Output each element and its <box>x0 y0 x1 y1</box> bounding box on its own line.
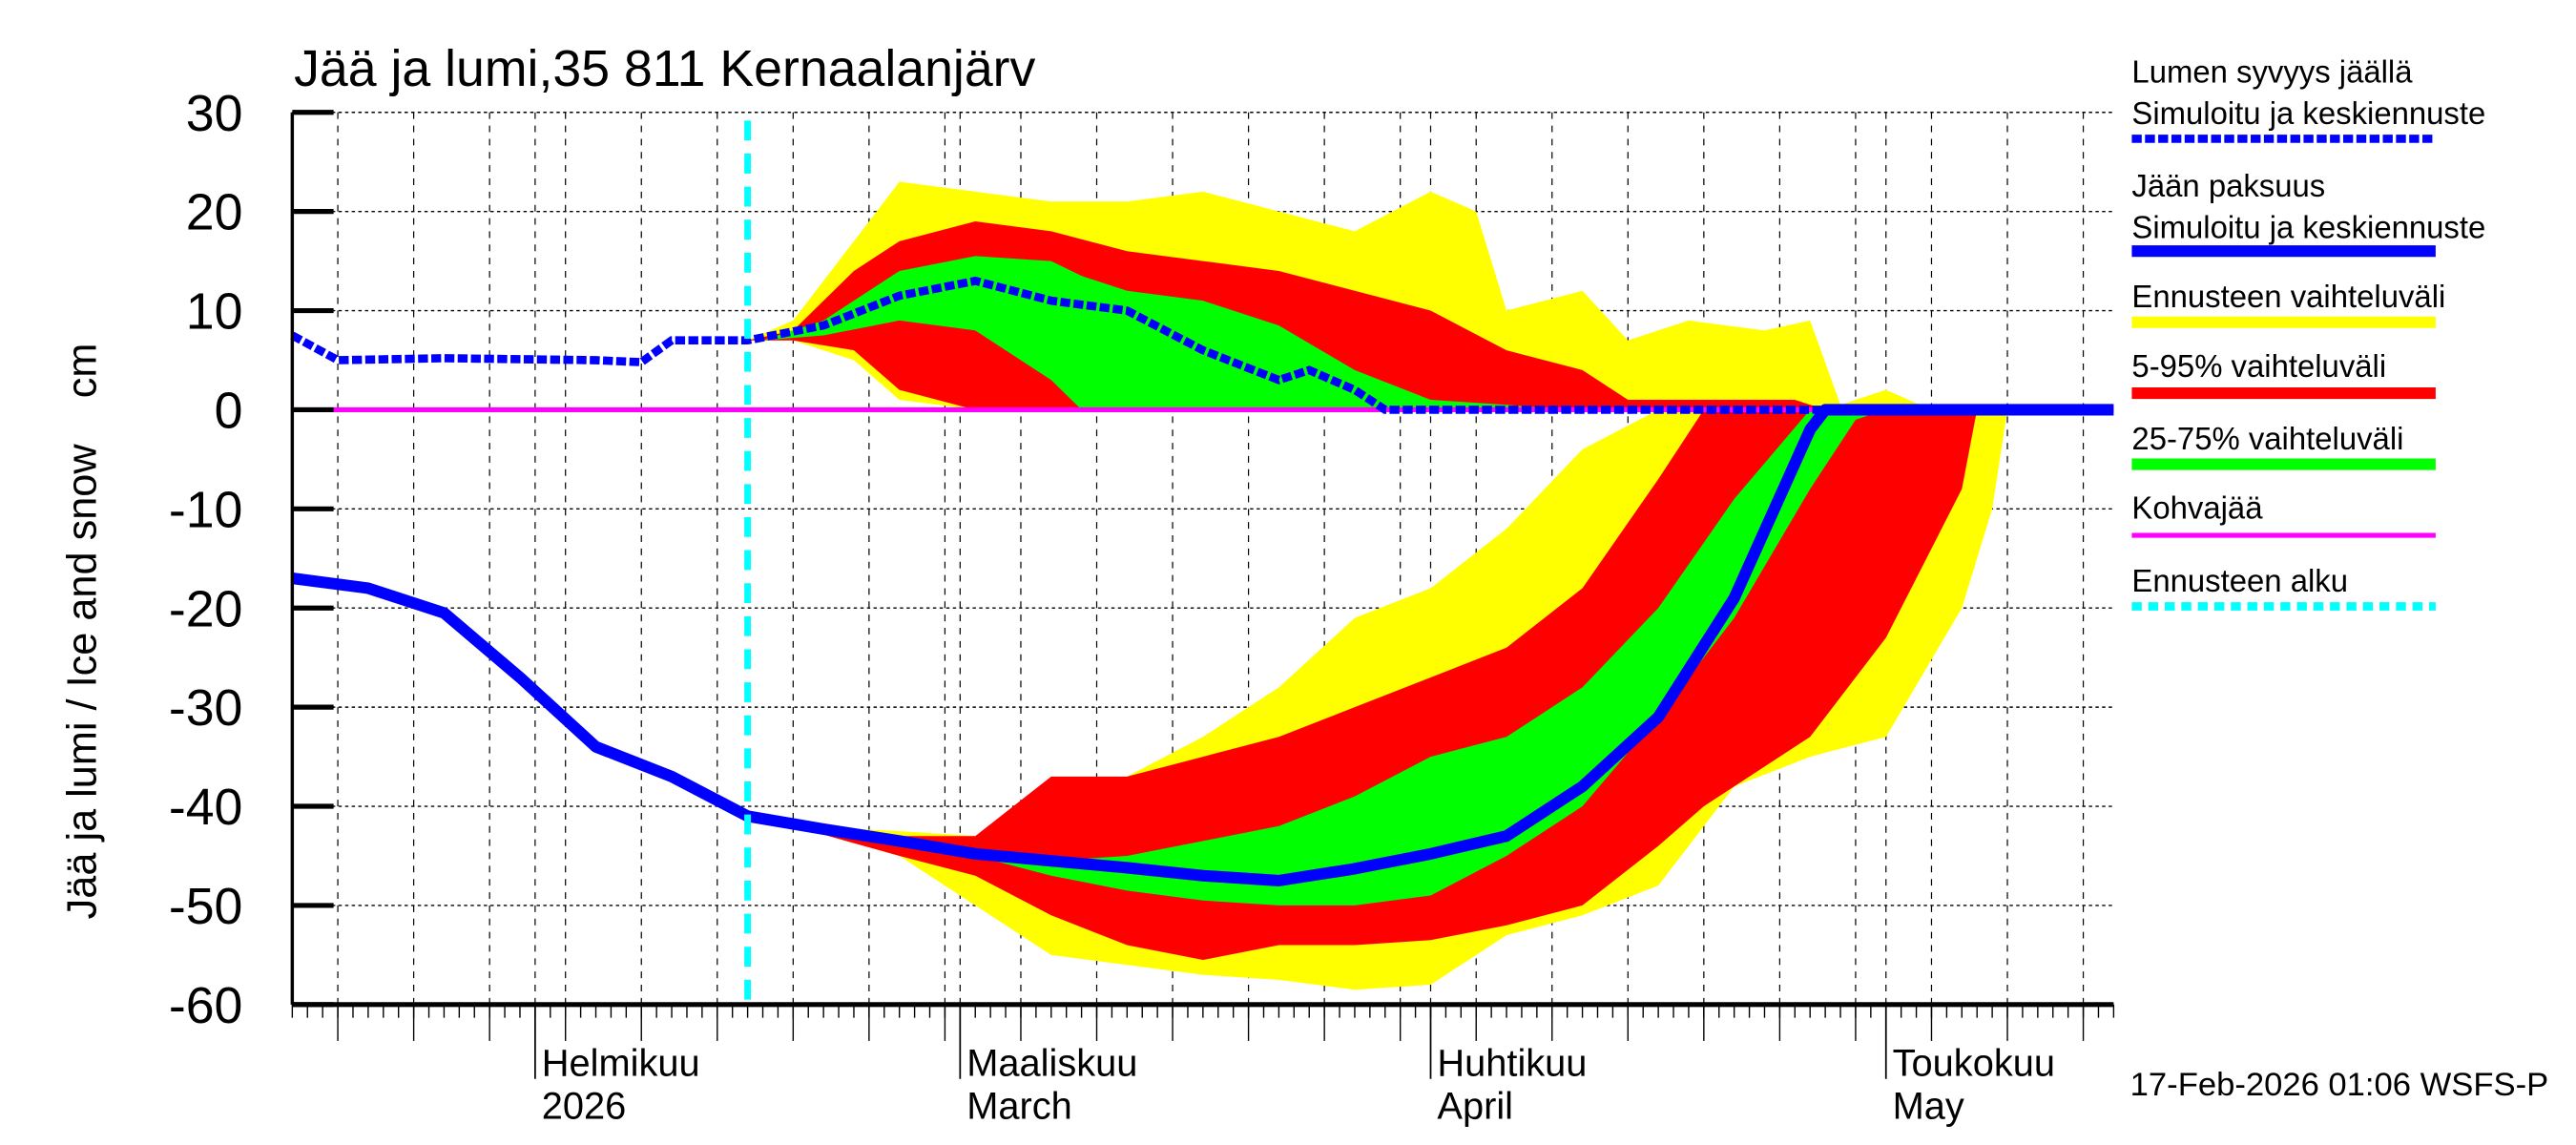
y-tick-label: 0 <box>215 382 243 439</box>
footer-timestamp: 17-Feb-2026 01:06 WSFS-P <box>2130 1067 2549 1103</box>
ice-thickness-line <box>291 404 2114 887</box>
month-label-fi: Toukokuu <box>1893 1042 2055 1084</box>
month-label-en: April <box>1437 1085 1513 1127</box>
ice-band-p5_95 <box>793 409 1978 961</box>
legend-label: 5-95% vaihteluväli <box>2131 348 2386 384</box>
month-label-fi: Huhtikuu <box>1437 1042 1587 1084</box>
legend-label: 25-75% vaihteluväli <box>2131 421 2403 456</box>
legend-label: Lumen syvyys jäällä <box>2131 54 2413 90</box>
y-tick-label: 30 <box>186 85 243 142</box>
y-tick-label: -30 <box>169 679 243 737</box>
month-label-fi: Helmikuu <box>542 1042 700 1084</box>
snow-depth-line <box>290 276 1826 414</box>
month-label-fi: Maaliskuu <box>966 1042 1137 1084</box>
legend-sublabel: Simuloitu ja keskiennuste <box>2131 95 2485 131</box>
legend-label: Jään paksuus <box>2131 168 2325 203</box>
series-lines <box>290 120 2114 1005</box>
y-axis-label: Jää ja lumi / Ice and snow cm <box>59 344 105 920</box>
legend-sublabel: Simuloitu ja keskiennuste <box>2131 209 2485 244</box>
y-tick-label: -60 <box>169 977 243 1034</box>
legend: Lumen syvyys jäällä Simuloitu ja keskienn… <box>2131 54 2485 611</box>
y-tick-label: -20 <box>169 580 243 637</box>
chart-title: Jää ja lumi,35 811 Kernaalanjärv <box>294 40 1035 97</box>
y-tick-label: -40 <box>169 779 243 836</box>
ice-band-p25_75 <box>899 409 1886 906</box>
month-label-en: March <box>966 1085 1072 1127</box>
legend-label: Kohvajää <box>2131 490 2263 526</box>
month-label-en: May <box>1893 1085 1964 1127</box>
legend-label: Ennusteen vaihteluväli <box>2131 279 2445 314</box>
y-tick-label: -50 <box>169 878 243 935</box>
y-tick-label: 10 <box>186 283 243 341</box>
y-tick-label: -10 <box>169 481 243 538</box>
legend-label: Ennusteen alku <box>2131 563 2348 598</box>
month-label-en: 2026 <box>542 1085 627 1127</box>
y-tick-label: 20 <box>186 184 243 241</box>
